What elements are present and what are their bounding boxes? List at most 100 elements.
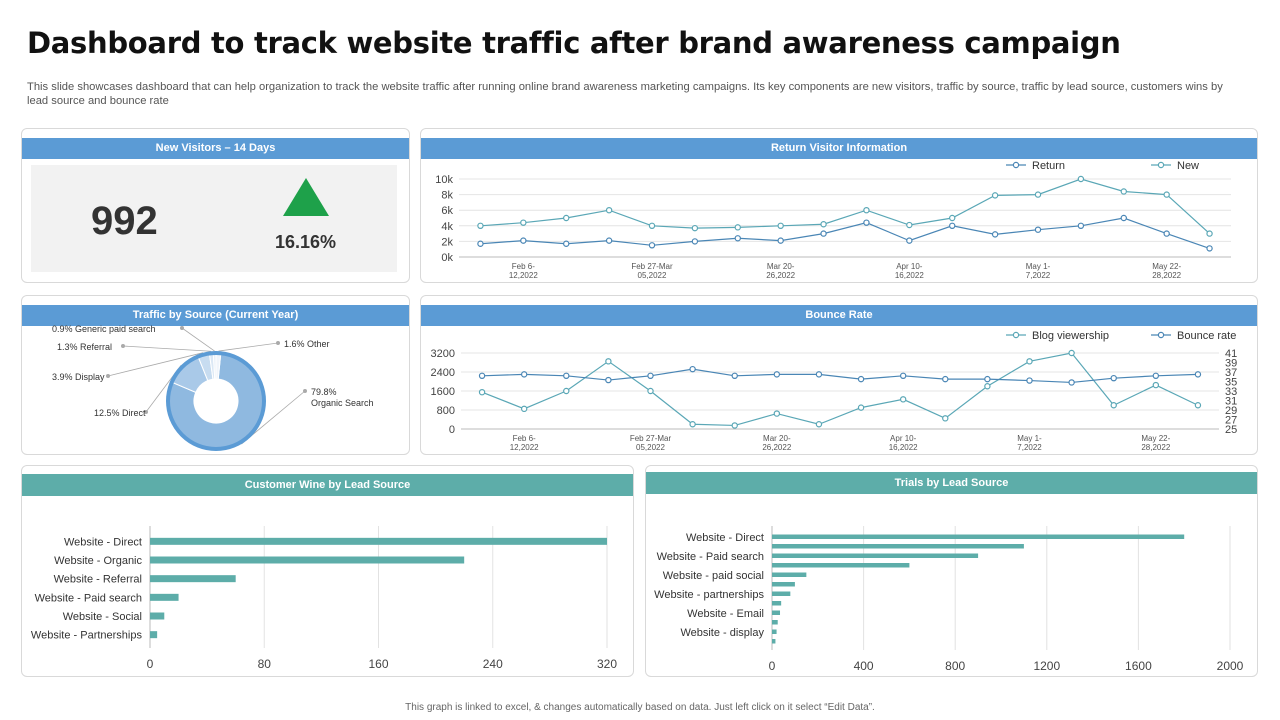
bar — [772, 553, 979, 558]
data-point — [647, 372, 654, 380]
data-point — [1152, 372, 1160, 380]
data-point — [563, 372, 570, 380]
x-tick-label: May 1-7,2022 — [1026, 262, 1051, 280]
data-point — [1120, 214, 1127, 222]
series-line-return — [480, 217, 1210, 249]
data-point — [820, 221, 827, 228]
leader-dot — [121, 344, 125, 348]
pie-label-line: 1.6% Other — [284, 339, 330, 349]
y-tick-label: 800 — [437, 405, 455, 417]
bar — [150, 593, 179, 601]
x-tick-label: 800 — [945, 659, 965, 673]
new-visitors-value: 992 — [91, 199, 158, 243]
x-tick-line: 28,2022 — [1141, 443, 1170, 452]
x-tick-label: Mar 20-26,2022 — [766, 262, 795, 280]
data-point — [991, 231, 999, 238]
customer-wins-chart: 0 80 160 240 320 Website - Direct Website - Or… — [31, 526, 617, 671]
data-point — [734, 224, 741, 231]
x-tick-line: 7,2022 — [1026, 271, 1051, 280]
data-point — [1034, 191, 1042, 198]
data-point — [984, 375, 991, 383]
x-tick-line: 16,2022 — [889, 443, 918, 452]
x-tick-line: 12,2022 — [509, 271, 538, 280]
pie-label-line: Organic Search — [311, 398, 374, 408]
leader-line — [122, 345, 212, 352]
pie-label-line: 3.9% Display — [52, 372, 105, 382]
pie-label: 79.8% Organic Search — [311, 387, 374, 408]
data-point — [1077, 222, 1085, 230]
traffic-source-panel: Traffic by Source (Current Year) 79.8% Or… — [21, 295, 410, 455]
series-line-blog-viewership — [481, 352, 1199, 427]
y-tick-label: 3200 — [431, 348, 455, 360]
x-tick-label: 2000 — [1217, 659, 1244, 673]
data-point — [1120, 188, 1127, 195]
data-point — [478, 372, 486, 380]
legend-marker — [1157, 331, 1165, 339]
pie-label: 3.9% Display — [52, 372, 105, 382]
data-point — [605, 376, 612, 384]
leader-dot — [180, 326, 184, 330]
y-right-tick-label: 25 — [1225, 424, 1237, 436]
data-point — [777, 237, 784, 244]
traffic-source-chart: 79.8% Organic Search 12.5% Direct 3.9% Disp… — [52, 324, 374, 451]
x-tick-line: Feb 6- — [513, 434, 536, 443]
y-right-tick-label: 39 — [1225, 358, 1237, 370]
data-point — [520, 405, 528, 413]
x-tick-label: Feb 6-12,2022 — [509, 262, 538, 280]
data-point — [1068, 379, 1075, 386]
x-tick-label: Mar 20-26,2022 — [762, 434, 791, 452]
data-point — [1068, 349, 1075, 357]
x-tick-label: Feb 27-Mar 05,2022 — [631, 262, 673, 280]
leader-line — [218, 342, 279, 352]
data-point — [773, 371, 781, 378]
category-label: Website - Organic — [54, 555, 142, 567]
bar — [150, 575, 236, 583]
pie-label: 12.5% Direct — [94, 408, 146, 418]
y-tick-label: 0k — [441, 252, 453, 264]
data-point — [563, 387, 570, 395]
y-tick-label: 8k — [441, 190, 453, 202]
x-tick-line: 7,2022 — [1017, 443, 1042, 452]
data-point — [689, 421, 696, 428]
customer-wins-panel: Customer Wine by Lead Source 0 80 160 240 32… — [21, 465, 634, 677]
category-label: Website - Referral — [54, 574, 142, 586]
y-right-tick-label: 33 — [1225, 386, 1237, 398]
data-point — [520, 219, 527, 226]
x-tick-label: May 22-28,2022 — [1141, 434, 1170, 452]
bar — [772, 629, 777, 634]
data-point — [899, 396, 907, 403]
data-point — [906, 221, 913, 229]
data-point — [857, 404, 865, 411]
legend-marker — [1012, 161, 1020, 169]
y-tick-label: 2400 — [431, 367, 455, 379]
legend-label: Bounce rate — [1177, 330, 1236, 342]
data-point — [520, 371, 528, 378]
page-title: Dashboard to track website traffic after… — [27, 26, 1121, 60]
pie-label-line: 12.5% Direct — [94, 408, 146, 418]
trials-chart: 0 400 800 1200 1600 2000 Website - Direct Websi… — [654, 526, 1244, 673]
data-point — [605, 358, 612, 365]
data-point — [605, 206, 613, 214]
bar — [150, 631, 158, 639]
category-label: Website - Paid search — [657, 551, 764, 563]
data-point — [689, 365, 696, 373]
y-tick-label: 2k — [441, 236, 453, 248]
x-tick-line: May 1- — [1026, 262, 1051, 271]
category-label: Website - Paid search — [35, 592, 142, 604]
data-point — [1110, 374, 1117, 382]
data-point — [1152, 381, 1160, 389]
data-point — [563, 240, 570, 247]
legend-label: Blog viewership — [1032, 330, 1109, 342]
trials-header: Trials by Lead Source — [646, 472, 1257, 494]
x-tick-line: Feb 6- — [512, 262, 535, 271]
y-right-tick-label: 27 — [1225, 415, 1237, 427]
y-tick-label: 10k — [435, 174, 453, 186]
leader-line — [107, 352, 204, 377]
category-label: Website - display — [680, 627, 764, 639]
x-tick-label: 80 — [258, 657, 272, 671]
data-point — [1194, 371, 1202, 378]
new-visitors-change: 16.16% — [275, 232, 337, 252]
return-visitor-panel: Return Visitor Information 0k 2k 4k 6k 8k 10k… — [420, 128, 1258, 283]
data-point — [691, 238, 699, 245]
